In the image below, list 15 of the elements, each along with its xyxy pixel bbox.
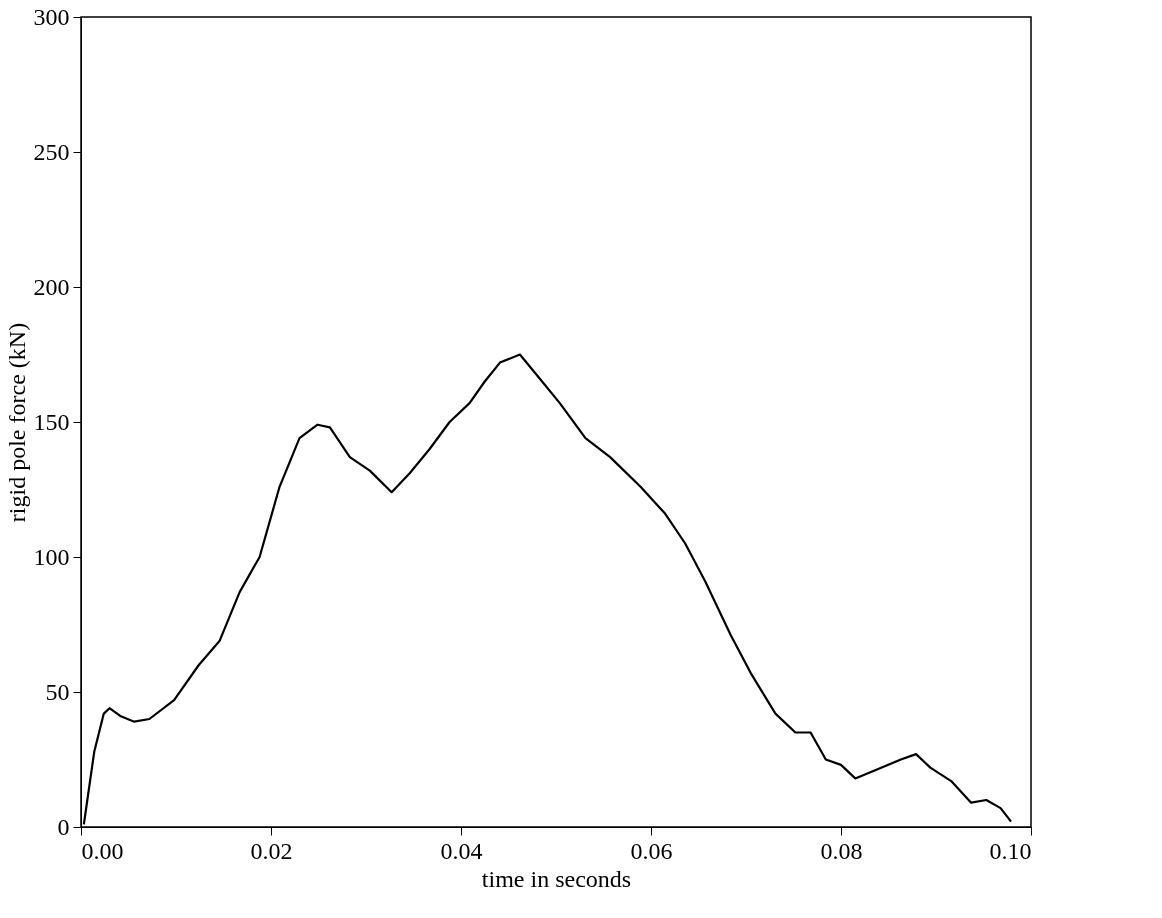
x-tick-label: 0.00 (81, 837, 124, 864)
y-tick-label: 0 (57, 813, 70, 840)
x-tick-label: 0.08 (820, 837, 863, 864)
x-tick-label: 0.06 (630, 837, 673, 864)
x-tick-label: 0.04 (440, 837, 483, 864)
x-axis-title: time in seconds (481, 865, 632, 892)
y-tick-label: 100 (33, 543, 70, 570)
y-tick-label: 250 (33, 138, 70, 165)
y-tick-label: 300 (33, 3, 70, 30)
y-tick-label: 200 (33, 273, 70, 300)
y-tick-label: 50 (45, 678, 70, 705)
x-tick-label: 0.10 (989, 837, 1032, 864)
y-tick-label: 150 (33, 408, 70, 435)
y-axis-title: rigid pole force (kN) (3, 322, 30, 523)
x-tick-label: 0.02 (250, 837, 293, 864)
